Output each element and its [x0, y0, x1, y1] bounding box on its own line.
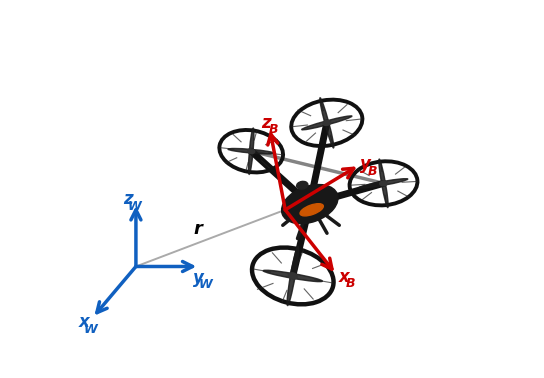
Ellipse shape [380, 181, 387, 186]
Ellipse shape [296, 181, 308, 189]
Ellipse shape [302, 116, 352, 130]
Ellipse shape [320, 98, 334, 148]
Text: r: r [194, 220, 203, 238]
Text: z: z [262, 114, 271, 132]
Ellipse shape [228, 149, 274, 154]
Text: W: W [198, 278, 212, 291]
Ellipse shape [263, 270, 323, 282]
Ellipse shape [288, 273, 297, 279]
Text: y: y [360, 155, 371, 174]
Text: W: W [84, 323, 97, 336]
Text: z: z [123, 190, 132, 208]
Text: B: B [367, 165, 377, 178]
Ellipse shape [282, 184, 338, 224]
Ellipse shape [248, 149, 255, 153]
Text: W: W [127, 200, 141, 212]
Ellipse shape [287, 246, 299, 305]
Text: x: x [78, 313, 89, 332]
Text: y: y [193, 269, 203, 287]
Ellipse shape [323, 120, 331, 125]
Text: B: B [346, 277, 355, 290]
Ellipse shape [249, 128, 254, 174]
Ellipse shape [379, 159, 388, 208]
Ellipse shape [300, 204, 323, 216]
Text: B: B [268, 123, 278, 136]
Ellipse shape [359, 179, 407, 188]
Text: x: x [338, 268, 349, 286]
